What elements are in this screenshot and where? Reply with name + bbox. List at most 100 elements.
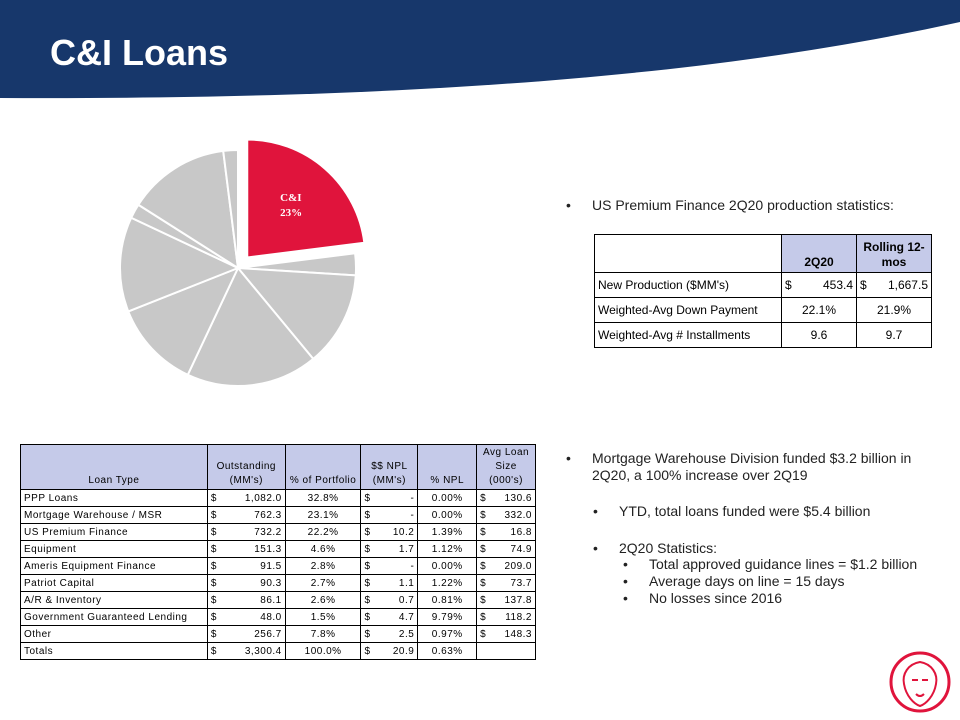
table-cell: $ -	[360, 557, 419, 575]
cell-text: Loan Type	[88, 475, 140, 486]
cell-split: $0.7	[364, 595, 414, 606]
cell-split: $10.2	[364, 527, 414, 538]
cell-text: 3,300.4	[244, 645, 282, 657]
cell-text: 137.8	[504, 594, 532, 606]
cell-text: $	[785, 278, 792, 292]
cell-text: 148.3	[504, 628, 532, 640]
table-cell: $1,082.0	[206, 489, 286, 507]
bullet-item: 2Q20 Statistics:	[593, 540, 940, 557]
cell-split: $209.0	[480, 561, 532, 572]
cell-split: $1.7	[364, 544, 414, 555]
table-cell: Totals	[20, 642, 208, 660]
cell-text: $	[210, 543, 217, 555]
cell-text: 4.6%	[310, 543, 336, 555]
cell-split: $16.8	[480, 527, 532, 538]
bullet-item: Average days on line = 15 days	[623, 573, 940, 590]
table-cell: Equipment	[20, 540, 208, 558]
table-cell: Outstanding (MM's)	[206, 444, 286, 490]
table-cell: $762.3	[206, 506, 286, 524]
cell-split: $453.4	[785, 278, 853, 292]
table-cell: $ -	[360, 506, 419, 524]
table-cell: 22.1%	[781, 297, 857, 323]
cell-text: 1.7	[398, 543, 415, 555]
table-cell: $1.7	[360, 540, 419, 558]
pie-slice	[222, 148, 239, 269]
cell-text: 0.00%	[431, 492, 463, 504]
table-cell: $$ NPL (MM's)	[360, 444, 419, 490]
cell-text: 23.1%	[307, 509, 339, 521]
table-cell: $256.7	[206, 625, 286, 643]
cell-split: $ -	[364, 493, 414, 504]
table-cell: 0.81%	[417, 591, 478, 609]
table-cell: $90.3	[206, 574, 286, 592]
cell-split: $20.9	[364, 646, 414, 657]
cell-text: 0.81%	[431, 594, 463, 606]
cell-text: $	[364, 560, 371, 572]
cell-text: $	[364, 611, 371, 623]
table-cell: 9.7	[856, 322, 932, 348]
cell-text: 1.1	[398, 577, 415, 589]
loan-table: Loan Type Outstanding (MM's) % of Portfoli…	[20, 444, 536, 660]
table-cell: Government Guaranteed Lending	[20, 608, 208, 626]
pie-slice	[119, 216, 241, 313]
table-row: Other $256.7 7.8% $2.5 0.97% $148.3	[20, 625, 536, 643]
cell-text: Mortgage Warehouse / MSR	[24, 509, 163, 521]
cell-text: $	[210, 560, 217, 572]
cell-text: 2.7%	[310, 577, 336, 589]
cell-text: $	[210, 577, 217, 589]
cell-text: 22.2%	[307, 526, 339, 538]
cell-text: 118.2	[505, 611, 532, 623]
cell-text: $	[480, 594, 487, 606]
table-cell: $73.7	[476, 574, 536, 592]
cell-text: $	[480, 611, 487, 623]
cell-text: 1.22%	[431, 577, 463, 589]
cell-text: 151.3	[254, 543, 282, 555]
cell-text: $	[480, 526, 487, 538]
table-cell: PPP Loans	[20, 489, 208, 507]
cell-text: Patriot Capital	[24, 577, 95, 589]
cell-split: $86.1	[211, 595, 282, 606]
cell-split: $762.3	[211, 510, 282, 521]
cell-split: $137.8	[480, 595, 532, 606]
table-cell: US Premium Finance	[20, 523, 208, 541]
table-cell: 2.8%	[284, 557, 362, 575]
bullet-item: US Premium Finance 2Q20 production stati…	[566, 197, 940, 214]
cell-split: $3,300.4	[211, 646, 282, 657]
cell-split: $1,082.0	[211, 493, 282, 504]
table-cell: Loan Type	[20, 444, 208, 490]
table-row: Ameris Equipment Finance $91.5 2.8% $ -0.00%…	[20, 557, 536, 575]
table-cell: 21.9%	[856, 297, 932, 323]
cell-text: $	[210, 526, 217, 538]
bullet-item: No losses since 2016	[623, 590, 940, 607]
bullet-item: YTD, total loans funded were $5.4 billio…	[593, 503, 940, 520]
pie-chart: C&I 23%	[119, 138, 366, 387]
table-row: Patriot Capital $90.3 2.7% $1.1 1.22% $73.7	[20, 574, 536, 592]
cell-text: PPP Loans	[24, 492, 79, 504]
pie-slice	[136, 149, 240, 270]
cell-split: $148.3	[480, 629, 532, 640]
header-row: Loan Type Outstanding (MM's) % of Portfoli…	[20, 444, 536, 490]
cell-text: -	[410, 492, 415, 504]
header-row: 2Q20 Rolling 12-mos	[594, 234, 932, 273]
cell-text: $	[210, 645, 217, 657]
cell-split: $130.6	[480, 493, 532, 504]
cell-text: $	[364, 594, 371, 606]
table-cell: Weighted-Avg # Installments	[594, 322, 782, 348]
table-cell: 1.12%	[417, 540, 478, 558]
cell-text: Avg Loan Size (000's)	[483, 447, 530, 486]
table-cell: $0.7	[360, 591, 419, 609]
cell-text: 0.97%	[431, 628, 463, 640]
cell-text: Outstanding (MM's)	[216, 461, 276, 486]
cell-text: 2Q20	[804, 255, 834, 269]
cell-text: $	[364, 509, 371, 521]
cell-text: 21.9%	[876, 303, 912, 317]
cell-split: $2.5	[364, 629, 414, 640]
table-cell: 1.5%	[284, 608, 362, 626]
cell-text: 32.8%	[307, 492, 339, 504]
cell-text: Government Guaranteed Lending	[24, 611, 188, 623]
slice-value-label: 23%	[280, 207, 302, 219]
table-cell: $ -	[360, 489, 419, 507]
table-cell: $10.2	[360, 523, 419, 541]
table-row: PPP Loans $1,082.0 32.8% $ - 0.00% $130.6	[20, 489, 536, 507]
table-cell: Mortgage Warehouse / MSR	[20, 506, 208, 524]
